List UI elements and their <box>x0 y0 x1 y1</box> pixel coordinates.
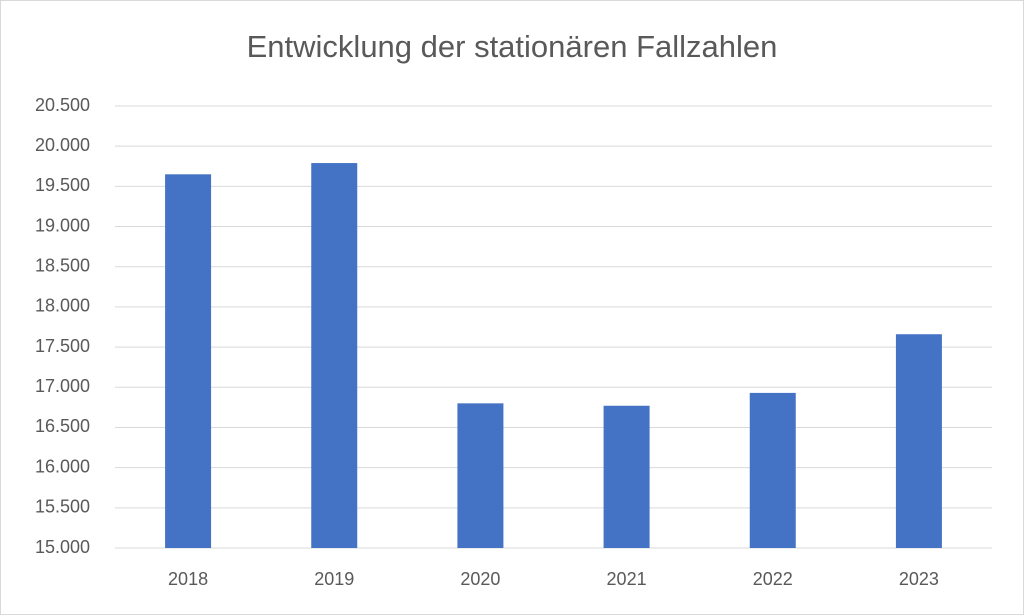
chart-title: Entwicklung der stationären Fallzahlen <box>247 29 778 64</box>
x-tick-label: 2023 <box>899 569 939 589</box>
y-tick-label: 16.000 <box>35 456 90 476</box>
y-tick-label: 18.500 <box>35 255 90 275</box>
y-tick-label: 20.500 <box>35 95 90 115</box>
y-tick-label: 15.000 <box>35 537 90 557</box>
y-tick-label: 16.500 <box>35 416 90 436</box>
bar <box>603 405 650 548</box>
x-tick-label: 2022 <box>753 569 793 589</box>
y-tick-label: 17.000 <box>35 376 90 396</box>
x-tick-label: 2018 <box>168 569 208 589</box>
y-tick-label: 19.500 <box>35 175 90 195</box>
x-tick-label: 2021 <box>607 569 647 589</box>
bar <box>165 174 212 549</box>
x-tick-label: 2019 <box>314 569 354 589</box>
y-tick-label: 18.000 <box>35 296 90 316</box>
bar <box>749 392 796 548</box>
bar <box>895 334 942 548</box>
y-tick-label: 20.000 <box>35 135 90 155</box>
x-tick-label: 2020 <box>460 569 500 589</box>
bar <box>311 163 358 549</box>
y-tick-label: 15.500 <box>35 497 90 517</box>
y-tick-label: 17.500 <box>35 336 90 356</box>
bar <box>457 403 504 548</box>
y-tick-label: 19.000 <box>35 215 90 235</box>
